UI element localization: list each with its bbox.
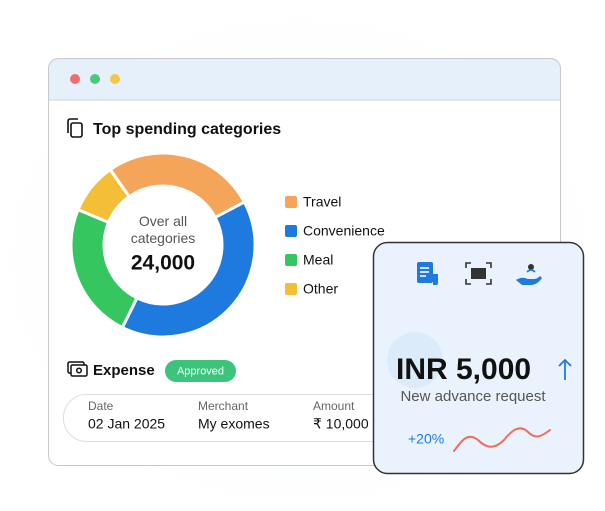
up-arrow	[558, 358, 572, 380]
trend-sparkline	[453, 427, 551, 452]
donut-center-value: 24,000	[131, 252, 195, 275]
legend: Travel Convenience Meal Other	[285, 194, 385, 297]
legend-swatch	[285, 254, 297, 266]
legend-swatch	[285, 283, 297, 295]
legend-label: Other	[303, 281, 338, 297]
hand-coin-icon	[516, 264, 542, 285]
copy-icon	[67, 118, 83, 138]
field-label: Amount	[313, 399, 355, 413]
legend-swatch	[285, 196, 297, 208]
field-label: Date	[88, 399, 114, 413]
donut-segment	[76, 167, 132, 225]
status-badge	[165, 360, 236, 382]
decor-circle	[387, 332, 443, 388]
close-dot[interactable]	[70, 74, 80, 84]
maximize-dot[interactable]	[90, 74, 100, 84]
expense-icon	[67, 361, 88, 377]
donut-chart	[69, 151, 257, 339]
legend-label: Meal	[303, 252, 333, 268]
field-label: Merchant	[198, 399, 249, 413]
scan-icon	[465, 262, 492, 285]
expense-title: Expense	[93, 362, 155, 379]
field-value: My exomes	[198, 416, 270, 432]
section-title: Top spending categories	[93, 121, 281, 138]
title-bar	[48, 58, 561, 100]
status-text: Approved	[177, 365, 224, 377]
change-label: +20%	[408, 431, 444, 447]
minimize-dot[interactable]	[110, 74, 120, 84]
legend-label: Convenience	[303, 223, 385, 239]
receipt-icon	[417, 262, 438, 285]
legend-label: Travel	[303, 194, 341, 210]
field-value: ₹ 10,000	[313, 416, 369, 432]
field-value: 02 Jan 2025	[88, 416, 165, 432]
legend-swatch	[285, 225, 297, 237]
donut-center-label: Over all categories	[131, 213, 196, 246]
donut-segment	[120, 200, 257, 339]
advance-card	[372, 241, 585, 475]
advance-amount: INR 5,000	[396, 353, 531, 386]
advance-caption: New advance request	[400, 388, 546, 405]
